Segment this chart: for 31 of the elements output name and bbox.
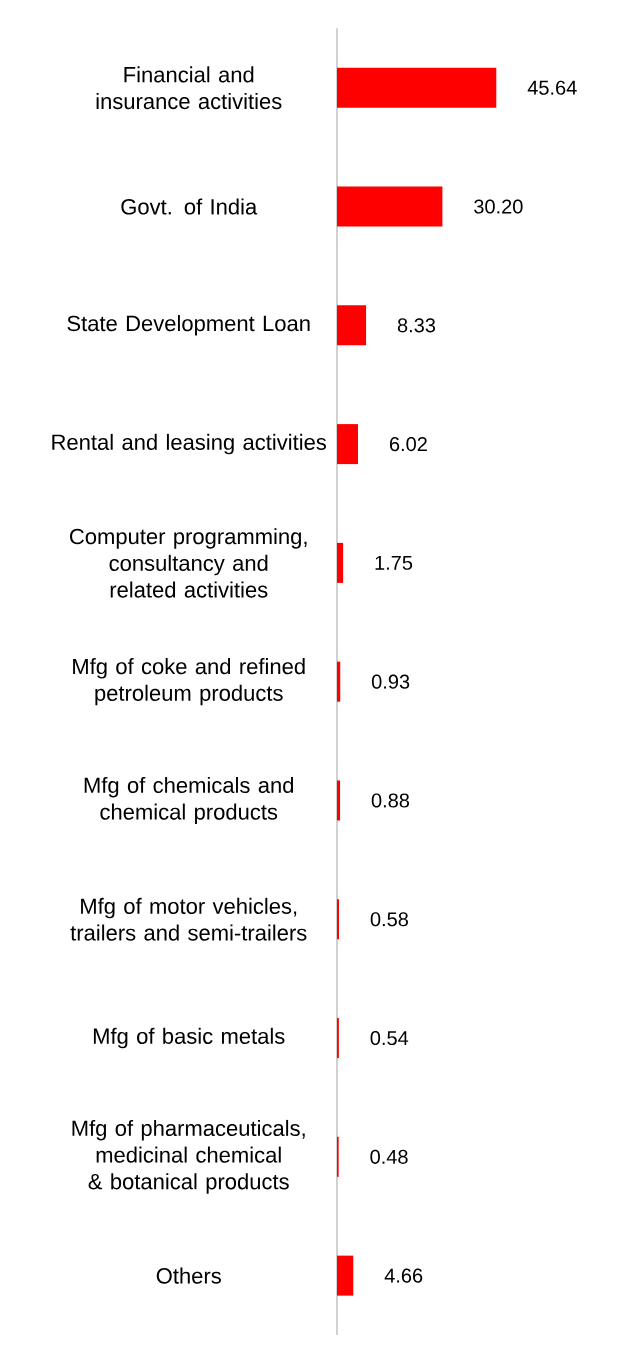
data-label: 0.93	[371, 674, 410, 689]
y-tick-label: Others	[156, 1267, 221, 1284]
y-tick-label: State Development Loan	[67, 315, 310, 336]
y-tick-label: Mfg of chemicals and chemical products	[84, 776, 294, 825]
data-label: 8.33	[397, 318, 436, 333]
y-tick-label: Computer programming, consultancy and related activities	[70, 528, 307, 598]
data-label: 0.58	[370, 912, 408, 927]
bar	[337, 899, 340, 940]
bar	[337, 186, 443, 227]
y-tick-label: Rental and leasing activities	[52, 433, 327, 455]
y-tick-label: Mfg of motor vehicles, trailers and semi-trailers	[70, 897, 307, 941]
y-tick-label: Mfg of coke and refined petroleum products	[73, 658, 305, 706]
bar	[337, 1255, 354, 1296]
data-label: 6.02	[389, 437, 427, 452]
bar	[337, 424, 359, 465]
bar	[337, 661, 341, 702]
bar	[337, 542, 344, 583]
bar	[337, 305, 367, 346]
data-label: 1.75	[375, 555, 413, 570]
y-tick-label: Mfg of basic metals	[93, 1027, 285, 1049]
data-label: 30.20	[474, 199, 523, 214]
bar	[337, 780, 341, 821]
data-label: 0.48	[370, 1149, 408, 1164]
data-label: 4.66	[384, 1268, 423, 1283]
data-label: 0.88	[371, 793, 410, 808]
data-label: 45.64	[527, 80, 577, 95]
y-tick-label: Govt. of India	[121, 198, 258, 215]
bar	[337, 67, 497, 108]
data-label: 0.54	[370, 1030, 409, 1046]
y-tick-label: Financial and insurance activities	[96, 66, 282, 110]
y-tick-label: Mfg of pharmaceuticals, medicinal chemical & botanical products	[72, 1119, 305, 1194]
